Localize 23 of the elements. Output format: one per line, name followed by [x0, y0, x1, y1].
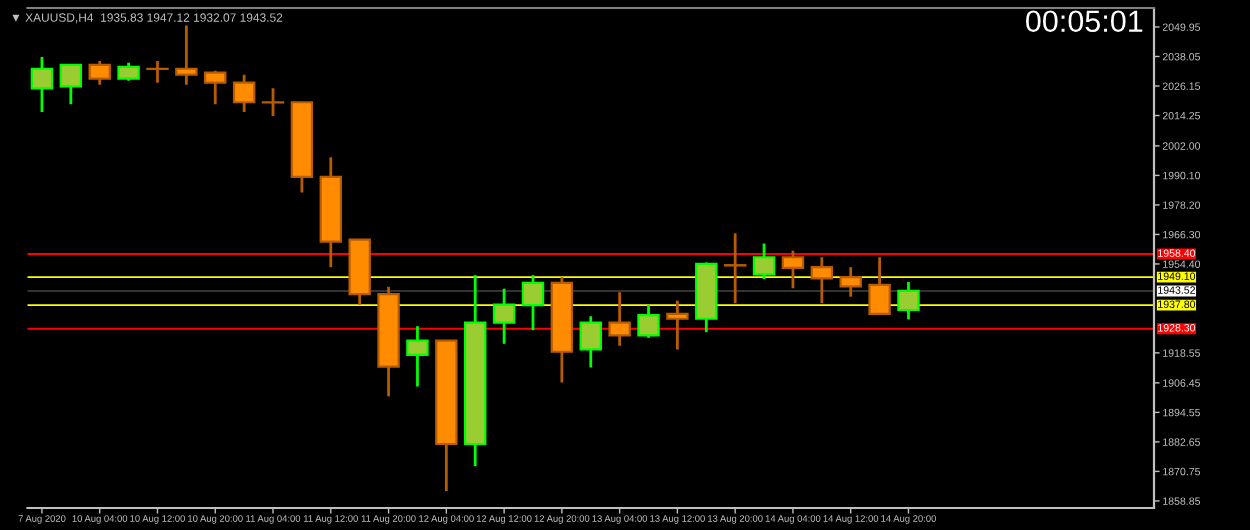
candlestick [521, 273, 545, 332]
candlestick [666, 299, 689, 351]
candlestick [579, 314, 602, 369]
candlestick [781, 249, 805, 290]
candlestick [752, 242, 776, 281]
candlestick [175, 24, 198, 87]
candlestick [204, 69, 227, 106]
candlestick [146, 59, 169, 85]
candlestick [868, 255, 891, 316]
candlestick [637, 303, 660, 340]
candlestick [59, 63, 83, 106]
candlestick [839, 265, 862, 299]
candlestick [492, 287, 516, 346]
candlestick [232, 73, 256, 114]
candlestick [897, 280, 920, 321]
candlestick [30, 55, 54, 114]
candlestick [406, 324, 429, 388]
candlestick [810, 255, 834, 305]
annotation: 00:05:01 [1026, 10, 1143, 33]
candlestick [88, 59, 111, 87]
candlestick [723, 231, 747, 305]
candlestick [608, 290, 631, 348]
candlestick [261, 86, 285, 118]
